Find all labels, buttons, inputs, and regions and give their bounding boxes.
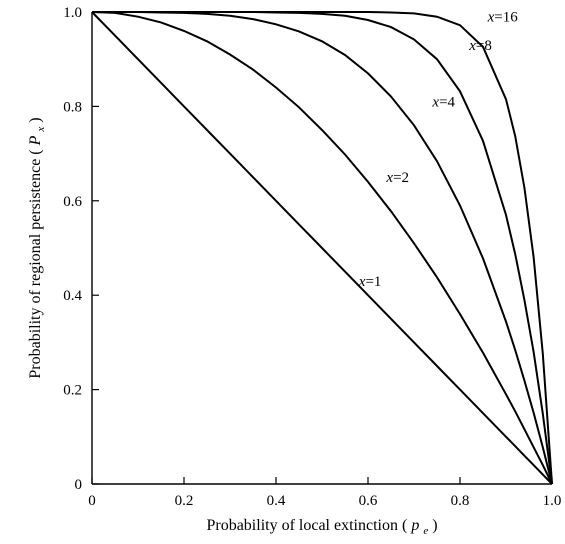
series-label-value: =2 xyxy=(393,170,409,186)
series-line-x=2 xyxy=(91,11,553,485)
y-tick-label: 1.0 xyxy=(63,5,82,21)
x-axis-label-paren-close: ) xyxy=(432,517,437,534)
series-label-value: =1 xyxy=(365,274,381,290)
x-tick-label: 0 xyxy=(88,493,96,509)
x-axis-label-subscript: e xyxy=(423,525,428,537)
series-line-x=16 xyxy=(92,11,553,485)
axes xyxy=(91,12,552,485)
x-tick-label: 1.0 xyxy=(543,493,562,509)
x-ticks: 0 0.2 0.4 0.6 0.8 1.0 xyxy=(88,477,561,509)
series-label-x=2: x=2 xyxy=(385,170,409,186)
series-label-var: x xyxy=(468,38,476,54)
curves xyxy=(91,11,553,485)
series-label-var: x xyxy=(487,9,495,25)
x-tick-label: 0.2 xyxy=(175,493,194,509)
y-tick-label: 0.8 xyxy=(63,99,82,115)
y-tick-label: 0.4 xyxy=(63,288,82,304)
y-tick-label: 0.2 xyxy=(63,383,82,399)
y-ticks: 0 0.2 0.4 0.6 0.8 1.0 xyxy=(63,5,99,493)
series-label-value: =16 xyxy=(494,9,518,25)
series-label-x=16: x=16 xyxy=(487,9,519,25)
y-axis-label-subscript: x xyxy=(35,127,47,133)
y-axis-label-paren-open: ( xyxy=(27,149,44,154)
y-axis-label: Probability of regional persistence ( P … xyxy=(27,117,48,378)
x-tick-label: 0.8 xyxy=(451,493,470,509)
series-label-var: x xyxy=(431,94,439,110)
series-label-x=8: x=8 xyxy=(468,38,492,54)
series-label-value: =8 xyxy=(476,38,492,54)
y-axis-label-symbol: P xyxy=(27,135,44,146)
x-axis-label: Probability of local extinction ( p e ) xyxy=(206,517,437,538)
y-axis-label-text: Probability of regional persistence xyxy=(27,159,44,379)
y-tick-label: 0.6 xyxy=(63,194,82,210)
series-line-x=1 xyxy=(91,11,553,485)
series-label-var: x xyxy=(358,274,366,290)
series-label-var: x xyxy=(385,170,393,186)
series-label-x=4: x=4 xyxy=(431,94,455,110)
y-tick-label: 0 xyxy=(75,477,83,493)
x-axis-label-text: Probability of local extinction xyxy=(206,517,398,534)
series-label-x=1: x=1 xyxy=(358,274,382,290)
x-axis-label-paren-open: ( xyxy=(402,517,407,534)
x-axis-label-symbol: p xyxy=(410,517,419,534)
x-tick-label: 0.4 xyxy=(267,493,286,509)
y-axis-label-paren-close: ) xyxy=(27,117,44,122)
curve-labels: x=1x=2x=4x=8x=16 xyxy=(358,9,518,289)
series-label-value: =4 xyxy=(439,94,455,110)
x-tick-label: 0.6 xyxy=(359,493,378,509)
